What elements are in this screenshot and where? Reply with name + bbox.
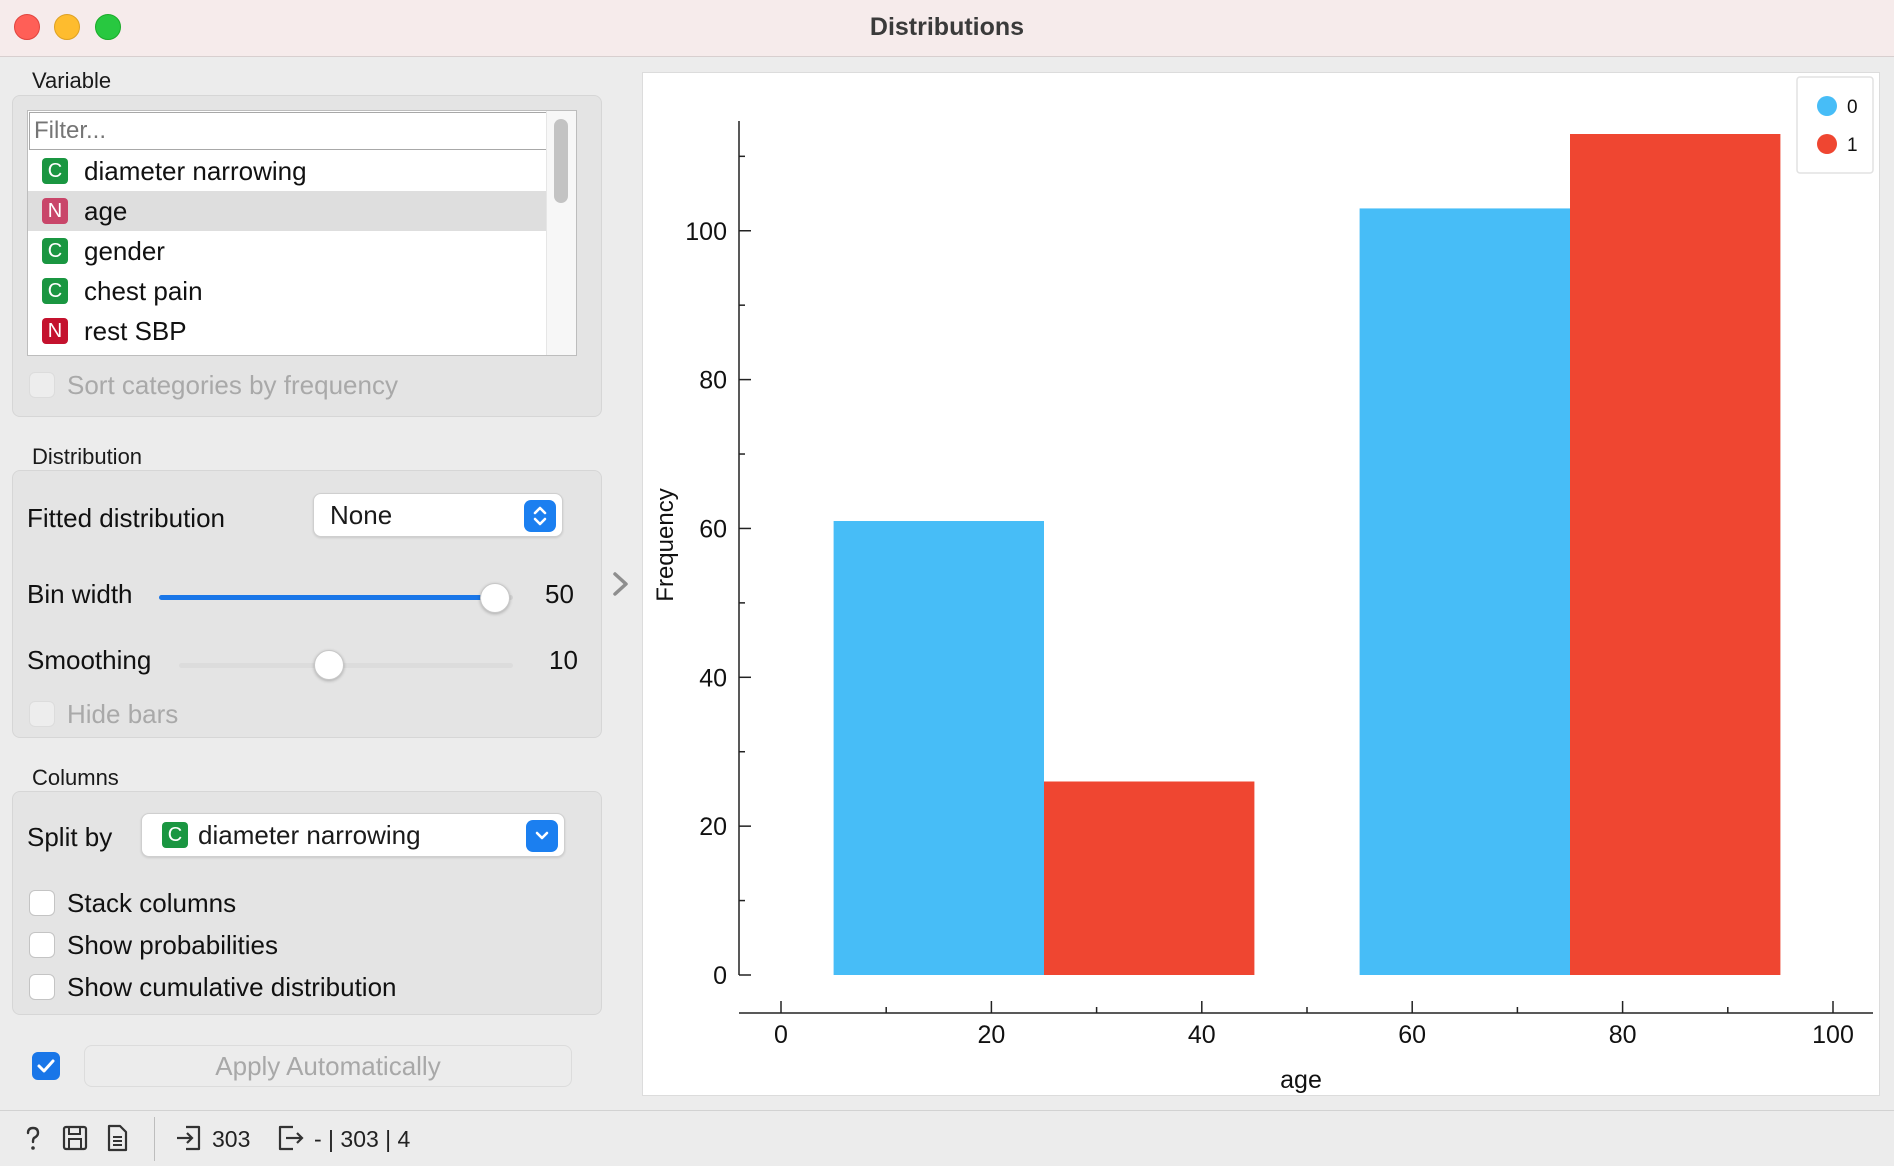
legend-box — [1796, 76, 1874, 174]
stack-columns-label: Stack columns — [67, 888, 237, 918]
status-divider — [154, 1117, 155, 1161]
variable-type-badge: N — [42, 318, 68, 344]
title-bar: Distributions — [0, 0, 1894, 57]
y-tick-label: 100 — [685, 218, 727, 246]
variable-type-badge: C — [42, 158, 68, 184]
show-cumulative-checkbox[interactable] — [29, 974, 55, 1000]
variable-list-scrollbar[interactable] — [546, 111, 576, 355]
variable-name: diameter narrowing — [84, 155, 307, 186]
show-cumulative-label: Show cumulative distribution — [67, 972, 397, 1002]
distribution-group: Fitted distribution None Bin width 50 Sm… — [12, 470, 602, 738]
bar-series-1 — [1044, 781, 1255, 975]
y-tick-label: 20 — [699, 813, 727, 841]
chevron-right-icon — [613, 572, 628, 596]
histogram-chart[interactable]: 0 20 40 60 80 100 Frequency 0 20 40 60 80 100 age 0 1 — [643, 73, 1881, 1097]
input-icon — [174, 1123, 204, 1153]
y-tick-label: 60 — [699, 515, 727, 543]
split-by-badge: C — [162, 822, 188, 848]
output-summary: - | 303 | 4 — [314, 1126, 411, 1152]
output-icon — [276, 1123, 306, 1153]
columns-group: Split by C diameter narrowing Stack colu… — [12, 791, 602, 1015]
x-tick-label: 60 — [1398, 1021, 1426, 1049]
minimize-window-button[interactable] — [54, 14, 80, 40]
x-tick-label: 100 — [1812, 1021, 1854, 1049]
sort-by-frequency-checkbox[interactable] — [29, 372, 55, 398]
bar-series-0 — [833, 521, 1044, 975]
fitted-distribution-label: Fitted distribution — [27, 503, 225, 533]
input-count: 303 — [212, 1126, 251, 1152]
x-axis-label: age — [1280, 1066, 1322, 1094]
x-tick-label: 0 — [774, 1021, 788, 1049]
status-bar: 303 - | 303 | 4 — [0, 1110, 1894, 1166]
split-by-value: diameter narrowing — [198, 819, 421, 850]
fitted-distribution-value: None — [330, 499, 393, 530]
bin-width-slider-knob[interactable] — [480, 583, 511, 613]
smoothing-value: 10 — [549, 645, 578, 675]
distribution-plot[interactable]: 0 20 40 60 80 100 Frequency 0 20 40 60 80 100 age 0 1 — [642, 72, 1880, 1096]
y-tick-label: 40 — [699, 664, 727, 692]
hide-bars-label: Hide bars — [67, 699, 179, 729]
collapse-panel-button[interactable] — [606, 566, 636, 602]
checkmark-icon — [37, 1059, 55, 1073]
split-by-label: Split by — [27, 822, 113, 852]
x-tick-label: 40 — [1188, 1021, 1216, 1049]
chevron-down-icon — [526, 820, 558, 852]
show-probabilities-label: Show probabilities — [67, 930, 279, 960]
variable-list-scroll-thumb[interactable] — [554, 119, 568, 203]
variable-type-badge: C — [42, 238, 68, 264]
variable-type-badge: C — [42, 278, 68, 304]
distribution-section-label: Distribution — [32, 444, 143, 469]
smoothing-slider-track[interactable] — [179, 663, 513, 668]
variable-name: chest pain — [84, 275, 203, 306]
legend-label: 1 — [1847, 135, 1858, 156]
maximize-window-button[interactable] — [95, 14, 121, 40]
variable-filter-input[interactable] — [29, 112, 547, 150]
y-axis-label: Frequency — [652, 488, 679, 601]
help-icon[interactable] — [18, 1123, 48, 1153]
report-icon[interactable] — [102, 1123, 132, 1153]
variable-name: gender — [84, 235, 165, 266]
close-window-button[interactable] — [14, 14, 40, 40]
stack-columns-checkbox[interactable] — [29, 890, 55, 916]
variable-name: age — [84, 195, 128, 226]
save-icon[interactable] — [60, 1123, 90, 1153]
fitted-distribution-select[interactable]: None — [313, 493, 563, 537]
hide-bars-checkbox[interactable] — [29, 701, 55, 727]
apply-automatically-checkbox[interactable] — [32, 1052, 60, 1080]
variable-section-label: Variable — [32, 68, 112, 93]
x-tick-label: 20 — [977, 1021, 1005, 1049]
updown-chevron-icon — [524, 500, 556, 532]
smoothing-slider-knob[interactable] — [314, 650, 345, 680]
bin-width-label: Bin width — [27, 579, 133, 609]
legend-marker — [1817, 96, 1837, 116]
legend-marker — [1817, 134, 1837, 154]
sort-by-frequency-label: Sort categories by frequency — [67, 370, 398, 400]
y-tick-label: 80 — [699, 367, 727, 395]
split-by-select[interactable]: C diameter narrowing — [141, 813, 565, 857]
legend-label: 0 — [1847, 97, 1858, 118]
columns-section-label: Columns — [32, 765, 119, 790]
bar-series-0 — [1359, 208, 1570, 975]
x-tick-label: 80 — [1609, 1021, 1637, 1049]
apply-automatically-button[interactable]: Apply Automatically — [84, 1045, 572, 1087]
bin-width-value: 50 — [545, 579, 574, 609]
variable-type-badge: N — [42, 198, 68, 224]
bin-width-slider-fill — [159, 595, 496, 600]
window-title: Distributions — [869, 13, 1025, 41]
smoothing-label: Smoothing — [27, 645, 152, 675]
variable-name: rest SBP — [84, 315, 187, 346]
y-tick-label: 0 — [713, 962, 727, 990]
bar-series-1 — [1570, 134, 1781, 975]
show-probabilities-checkbox[interactable] — [29, 932, 55, 958]
